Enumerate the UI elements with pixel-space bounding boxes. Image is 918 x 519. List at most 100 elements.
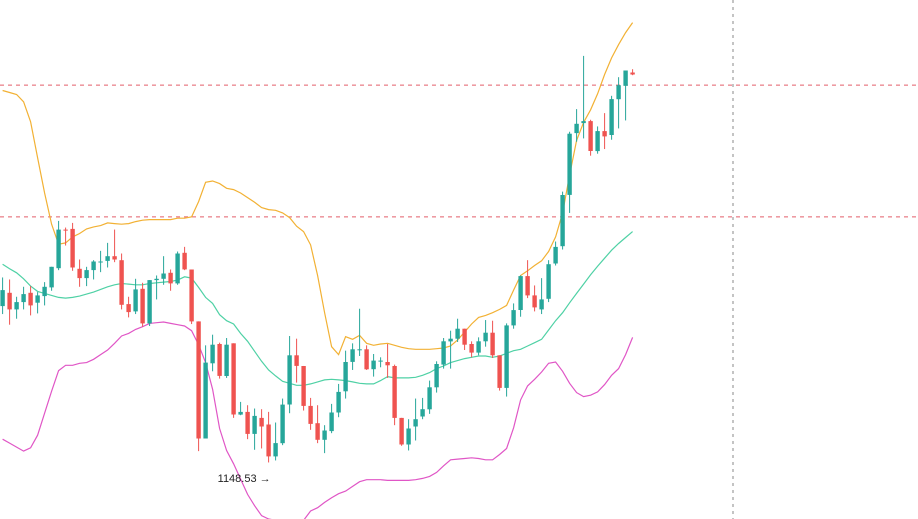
candle-body	[392, 366, 397, 418]
candle-body	[105, 256, 110, 261]
candle-body	[511, 310, 516, 326]
candle-body	[126, 304, 131, 313]
candle-body	[441, 341, 446, 365]
candle-body	[623, 70, 628, 86]
candle	[609, 95, 614, 140]
candle	[21, 286, 26, 310]
candle-body	[182, 252, 187, 270]
candle	[231, 343, 236, 418]
candle	[259, 409, 264, 449]
candle	[196, 321, 201, 452]
horizontal-levels	[0, 84, 918, 218]
candle-body	[329, 412, 334, 432]
candle	[630, 69, 635, 76]
candle	[210, 334, 215, 372]
candle-body	[602, 131, 607, 137]
candle	[315, 405, 320, 444]
candle-body	[154, 278, 159, 281]
candle	[294, 338, 299, 383]
low-marker: 1148.53 →	[218, 473, 271, 485]
candle	[336, 383, 341, 418]
candle-body	[280, 404, 285, 444]
candle	[448, 330, 453, 369]
candle	[455, 318, 460, 343]
candle	[147, 280, 152, 327]
candle	[35, 292, 40, 314]
candle	[560, 191, 565, 250]
candle-body	[231, 343, 236, 415]
candle	[350, 343, 355, 370]
candles	[0, 55, 635, 463]
candle-body	[371, 360, 376, 370]
candle	[497, 355, 502, 391]
candle-body	[119, 260, 124, 305]
candle	[42, 282, 47, 306]
candle-body	[266, 424, 271, 457]
candle-body	[350, 349, 355, 362]
candle-body	[147, 280, 152, 324]
candle	[581, 55, 586, 139]
candle-body	[91, 261, 96, 271]
candle-body	[189, 269, 194, 322]
candle	[399, 417, 404, 446]
candle-body	[161, 273, 166, 279]
candle	[378, 357, 383, 368]
candle-body	[203, 362, 208, 439]
candle	[217, 342, 222, 379]
candle-body	[413, 419, 418, 427]
candle	[287, 336, 292, 414]
candle-body	[301, 366, 306, 406]
candle	[371, 353, 376, 377]
candle	[168, 269, 173, 291]
candle-body	[364, 349, 369, 370]
candle-body	[616, 85, 621, 100]
candle	[385, 344, 390, 378]
candle-body	[455, 328, 460, 339]
candle-body	[525, 276, 530, 296]
candle	[574, 109, 579, 142]
candle	[462, 328, 467, 350]
candle	[133, 278, 138, 315]
candle	[504, 323, 509, 397]
candle-body	[595, 131, 600, 152]
candle-body	[252, 415, 257, 434]
candle	[301, 365, 306, 411]
candle-body	[0, 290, 5, 307]
candle	[0, 277, 5, 315]
upper-band-line	[2, 22, 634, 356]
candle	[175, 251, 180, 285]
candle-body	[168, 272, 173, 284]
candle	[105, 242, 110, 268]
candle-body	[322, 430, 327, 440]
candle-body	[14, 302, 19, 310]
candle-body	[42, 286, 47, 297]
candle	[392, 364, 397, 426]
candle-body	[238, 411, 243, 415]
candle	[28, 286, 33, 316]
candle-body	[476, 341, 481, 353]
candle	[238, 401, 243, 416]
candle	[70, 222, 75, 271]
candle-body	[630, 72, 635, 75]
candle-body	[546, 264, 551, 299]
candle	[490, 320, 495, 358]
candle-body	[574, 123, 579, 134]
candle	[84, 266, 89, 287]
candle-body	[63, 229, 68, 231]
candle-body	[245, 411, 250, 434]
candle	[511, 303, 516, 329]
candle	[329, 403, 334, 434]
candle	[49, 266, 54, 291]
candle	[420, 397, 425, 420]
candle-body	[210, 344, 215, 364]
candle-body	[532, 295, 537, 308]
candle-body	[518, 276, 523, 310]
candle-body	[553, 246, 558, 264]
bollinger-bands	[2, 22, 634, 519]
candle	[161, 256, 166, 285]
candle-body	[539, 299, 544, 310]
candle-body	[497, 355, 502, 388]
candle-body	[406, 428, 411, 445]
candle-body	[462, 328, 467, 345]
